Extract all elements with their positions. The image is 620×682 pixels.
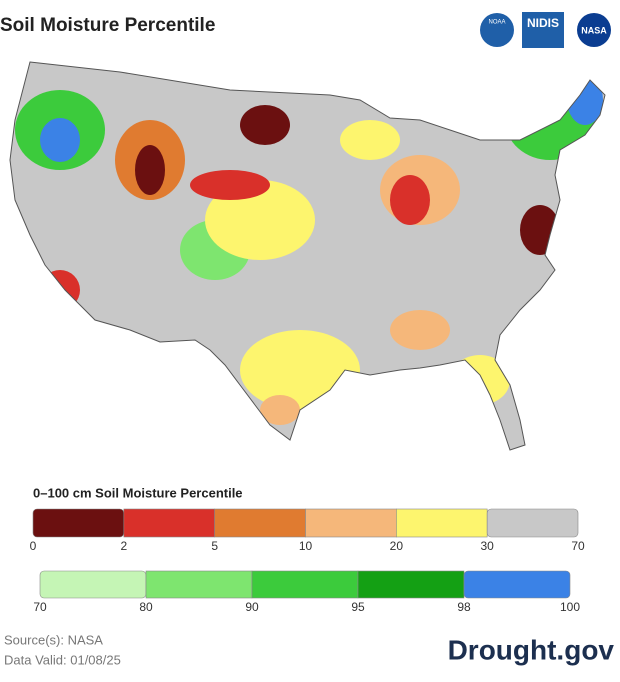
- legend-swatch: [486, 508, 579, 538]
- source: Source(s): NASA: [4, 632, 103, 647]
- legend-swatch: [39, 570, 147, 599]
- legend-swatch: [251, 570, 359, 599]
- legend-tick-label: 95: [351, 600, 365, 614]
- legend-tick-label: 30: [480, 539, 494, 553]
- legend-tick-label: 80: [139, 600, 153, 614]
- legend-swatch: [32, 508, 125, 538]
- legend-tick-label: 10: [299, 539, 313, 553]
- legend-title: 0–100 cm Soil Moisture Percentile: [33, 485, 243, 500]
- brand: Drought.gov: [448, 634, 615, 665]
- legend-tick-label: 0: [30, 539, 37, 553]
- legend-swatch: [123, 508, 215, 538]
- legend-swatch: [463, 570, 571, 599]
- legend: 0 2 5 10 20 30 70 70 80 90 95 98 100: [30, 508, 585, 614]
- legend-tick-label: 100: [560, 600, 580, 614]
- nidis-logo: [522, 12, 564, 48]
- legend-tick-label: 5: [211, 539, 218, 553]
- title: Soil Moisture Percentile: [0, 15, 215, 36]
- legend-tick-label: 90: [245, 600, 259, 614]
- noaa-logo: [480, 13, 514, 47]
- legend-tick-label: 70: [33, 600, 47, 614]
- legend-tick-label: 98: [457, 600, 471, 614]
- legend-swatch: [357, 570, 465, 599]
- legend-tick-label: 70: [571, 539, 585, 553]
- legend-tick-label: 2: [120, 539, 127, 553]
- legend-swatch: [145, 570, 253, 599]
- nasa-logo: [577, 13, 611, 47]
- legend-swatch: [305, 508, 397, 538]
- legend-swatch: [396, 508, 488, 538]
- nidis-text: NIDIS: [527, 16, 559, 30]
- legend-tick-label: 20: [390, 539, 404, 553]
- legend-swatch: [214, 508, 306, 538]
- noaa-text: NOAA: [488, 20, 505, 26]
- valid-date: Data Valid: 01/08/25: [4, 652, 121, 667]
- map-outline: [9, 61, 606, 451]
- nasa-text: NASA: [581, 25, 607, 35]
- map: [10, 62, 605, 450]
- logos: NOAA NIDIS NASA: [480, 12, 611, 48]
